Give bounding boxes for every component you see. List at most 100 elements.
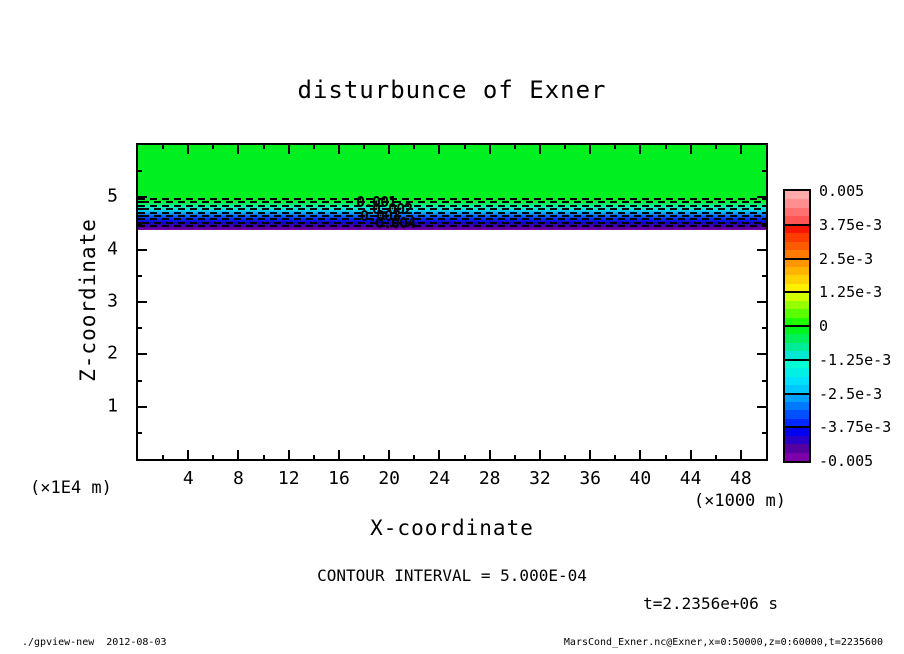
colorbar-stripe (785, 241, 809, 251)
dashed-contour-line (138, 198, 766, 200)
x-tick-label: 12 (277, 468, 300, 489)
x-tick (162, 455, 165, 459)
inline-contour-label: 0.003 (360, 207, 401, 225)
time-label: t=2.2356e+06 s (643, 594, 778, 613)
y-tick (762, 379, 766, 382)
x-tick-label: 36 (579, 468, 601, 489)
x-tick-label: 4 (182, 468, 194, 489)
inline-contour-label: 0.004 (375, 214, 416, 232)
x-tick (564, 145, 567, 149)
x-tick (739, 145, 742, 154)
y-tick-label: 4 (107, 238, 118, 260)
x-tick (388, 145, 391, 154)
x-tick-label: 32 (529, 468, 551, 489)
colorbar-label: 3.75e-3 (819, 215, 883, 234)
x-tick (413, 145, 416, 149)
colorbar-stripe (785, 207, 809, 217)
y-tick (138, 248, 147, 251)
colorbar-stripe (785, 418, 809, 428)
dashed-contour-line (138, 201, 766, 204)
y-tick (138, 353, 147, 356)
x-tick (513, 145, 516, 149)
x-tick (187, 145, 190, 154)
colorbar-stripe (785, 233, 809, 242)
colorbar-divider (785, 392, 809, 395)
inline-contour-label: 0.001 (356, 193, 397, 211)
colorbar-label: -3.75e-3 (819, 418, 892, 437)
x-tick (639, 145, 642, 154)
colorbar-divider (785, 426, 809, 429)
footer-program-stamp: ./gpview-new 2012-08-03 (22, 637, 167, 648)
dashed-contour-line (138, 208, 766, 211)
dashed-contour-line (138, 218, 766, 221)
x-tick (438, 145, 441, 154)
x-tick-label: 48 (730, 468, 752, 489)
colorbar-stripe (785, 368, 809, 377)
y-tick (138, 327, 142, 330)
colorbar-cell (785, 326, 809, 360)
colorbar-stripe (785, 435, 809, 445)
colorbar-label: 0 (819, 317, 829, 335)
y-tick (138, 222, 142, 225)
y-tick (762, 327, 766, 330)
colorbar-label: 1.25e-3 (819, 283, 883, 302)
footer-source-stamp: MarsCond_Exner.nc@Exner,x=0:50000,z=0:60… (563, 637, 883, 648)
x-tick (463, 455, 466, 459)
x-tick (463, 145, 466, 149)
colorbar-stripe (785, 393, 809, 402)
y-tick (138, 301, 147, 303)
colorbar-cell (785, 359, 809, 394)
x-tick (312, 455, 315, 459)
x-tick-label: 40 (629, 468, 652, 489)
x-tick (337, 450, 340, 459)
dashed-contour-line (138, 204, 766, 207)
colorbar-stripe (785, 410, 809, 419)
chart-title: disturbunce of Exner (297, 76, 607, 104)
colorbar-label: 0.005 (819, 182, 865, 200)
y-tick (757, 301, 766, 303)
x-tick (363, 145, 366, 149)
colorbar-cell (785, 292, 809, 326)
x-tick (187, 450, 190, 459)
x-tick (664, 145, 667, 149)
x-axis-unit-label: (×1000 m) (693, 491, 786, 511)
y-tick (138, 431, 142, 434)
x-tick (689, 145, 692, 154)
colorbar-stripe (785, 275, 809, 284)
colorbar-label: -0.005 (819, 452, 874, 470)
colorbar-label: -2.5e-3 (819, 384, 883, 403)
colorbar-stripe (785, 309, 809, 318)
x-tick (538, 450, 541, 459)
y-tick-label: 2 (107, 342, 118, 364)
colorbar-stripe (785, 452, 809, 461)
x-tick (639, 450, 642, 459)
y-tick (138, 196, 147, 199)
y-tick-label: 5 (107, 185, 118, 207)
y-tick (757, 248, 766, 251)
x-tick-label: 8 (233, 468, 244, 489)
x-tick (488, 450, 491, 459)
colorbar-stripe (785, 283, 809, 293)
y-axis-unit-label: (×1E4 m) (30, 478, 112, 498)
colorbar-stripe (785, 326, 809, 335)
x-tick-label: 24 (428, 468, 451, 489)
x-tick (262, 455, 265, 459)
colorbar-cell (785, 393, 809, 428)
x-tick-label: 20 (378, 468, 401, 489)
colorbar-stripe (785, 427, 809, 436)
x-tick (212, 455, 215, 459)
x-tick (614, 455, 617, 459)
colorbar-stripe (785, 376, 809, 386)
colorbar-stripe (785, 258, 809, 267)
x-tick (237, 450, 240, 459)
colorbar-label: -1.25e-3 (819, 350, 892, 369)
dashed-contour-line (138, 225, 766, 228)
y-tick (762, 431, 766, 434)
colorbar-divider (785, 223, 809, 226)
x-tick (162, 145, 165, 149)
y-tick-label: 1 (107, 395, 118, 417)
x-tick-label: 44 (679, 468, 702, 489)
y-tick (757, 405, 766, 408)
x-tick (262, 145, 265, 149)
